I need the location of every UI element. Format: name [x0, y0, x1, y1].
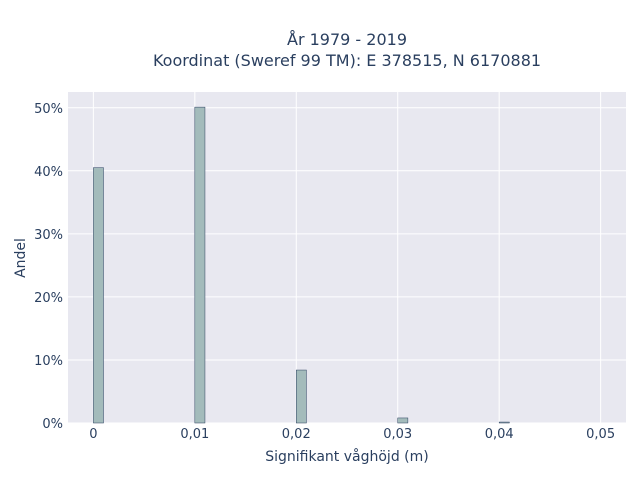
y-tick-label: 30% [34, 228, 63, 243]
histogram-bar [498, 421, 510, 424]
histogram-bar [296, 369, 307, 424]
y-tick-label: 40% [34, 165, 63, 180]
x-axis-label: Signifikant våghöjd (m) [265, 448, 428, 465]
y-tick-label: 50% [34, 102, 63, 117]
plot-area [68, 92, 626, 423]
y-tick-label: 10% [34, 354, 63, 369]
chart-title-line-1: År 1979 - 2019 [287, 30, 407, 49]
x-tick-label: 0,03 [383, 427, 412, 442]
x-tick-label: 0,05 [586, 427, 615, 442]
grid-lines [68, 92, 626, 424]
y-axis-ticks: 0% 10% 20% 30% 40% 50% [34, 102, 63, 432]
y-tick-label: 0% [42, 417, 63, 432]
y-tick-label: 20% [34, 291, 63, 306]
x-tick-label: 0 [89, 427, 97, 442]
histogram-bar [397, 417, 409, 424]
x-axis-ticks: 0 0,01 0,02 0,03 0,04 0,05 [89, 427, 615, 442]
histogram-bar [194, 106, 206, 424]
histogram-bar [93, 167, 104, 424]
chart-title-line-2: Koordinat (Sweref 99 TM): E 378515, N 61… [153, 51, 541, 70]
y-axis-label: Andel [13, 238, 29, 278]
bars-group [93, 106, 510, 424]
x-tick-label: 0,01 [180, 427, 209, 442]
x-tick-label: 0,02 [282, 427, 311, 442]
x-tick-label: 0,04 [485, 427, 514, 442]
